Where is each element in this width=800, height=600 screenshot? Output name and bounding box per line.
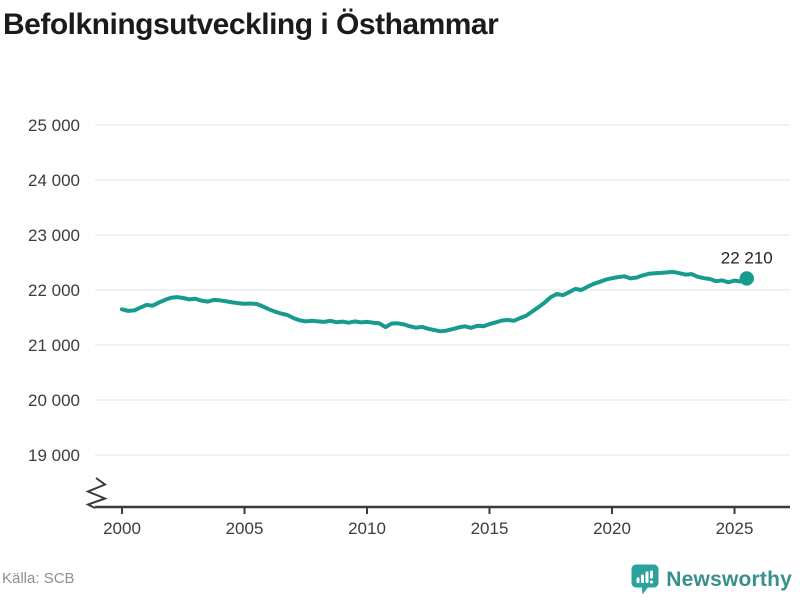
x-axis-tick-label: 2015 xyxy=(471,519,509,538)
newsworthy-wordmark: Newsworthy xyxy=(666,567,792,591)
x-axis-tick-label: 2010 xyxy=(348,519,386,538)
source-caption: Källa: SCB xyxy=(2,570,75,587)
y-axis-break-icon xyxy=(85,477,108,509)
x-axis-tick-label: 2005 xyxy=(226,519,264,538)
population-series-line xyxy=(120,269,749,334)
page-title: Befolkningsutveckling i Östhammar xyxy=(3,8,499,41)
x-axis-tick-label: 2000 xyxy=(103,519,141,538)
y-axis-tick-label: 22 000 xyxy=(28,281,80,300)
newsworthy-logo: Newsworthy xyxy=(631,564,792,595)
y-axis-tick-label: 19 000 xyxy=(28,446,80,465)
y-axis-tick-label: 20 000 xyxy=(28,391,80,410)
y-axis-tick-label: 25 000 xyxy=(28,116,80,135)
bar-chart-glyph xyxy=(636,570,654,584)
series-end-value-label: 22 210 xyxy=(721,248,773,267)
x-axis-tick-label: 2025 xyxy=(716,519,754,538)
newsworthy-bubble-icon xyxy=(631,564,659,595)
y-axis-tick-label: 24 000 xyxy=(28,171,80,190)
y-axis-tick-label: 23 000 xyxy=(28,226,80,245)
series-end-dot xyxy=(739,271,754,286)
x-axis-tick-label: 2020 xyxy=(593,519,631,538)
y-axis-tick-label: 21 000 xyxy=(28,336,80,355)
